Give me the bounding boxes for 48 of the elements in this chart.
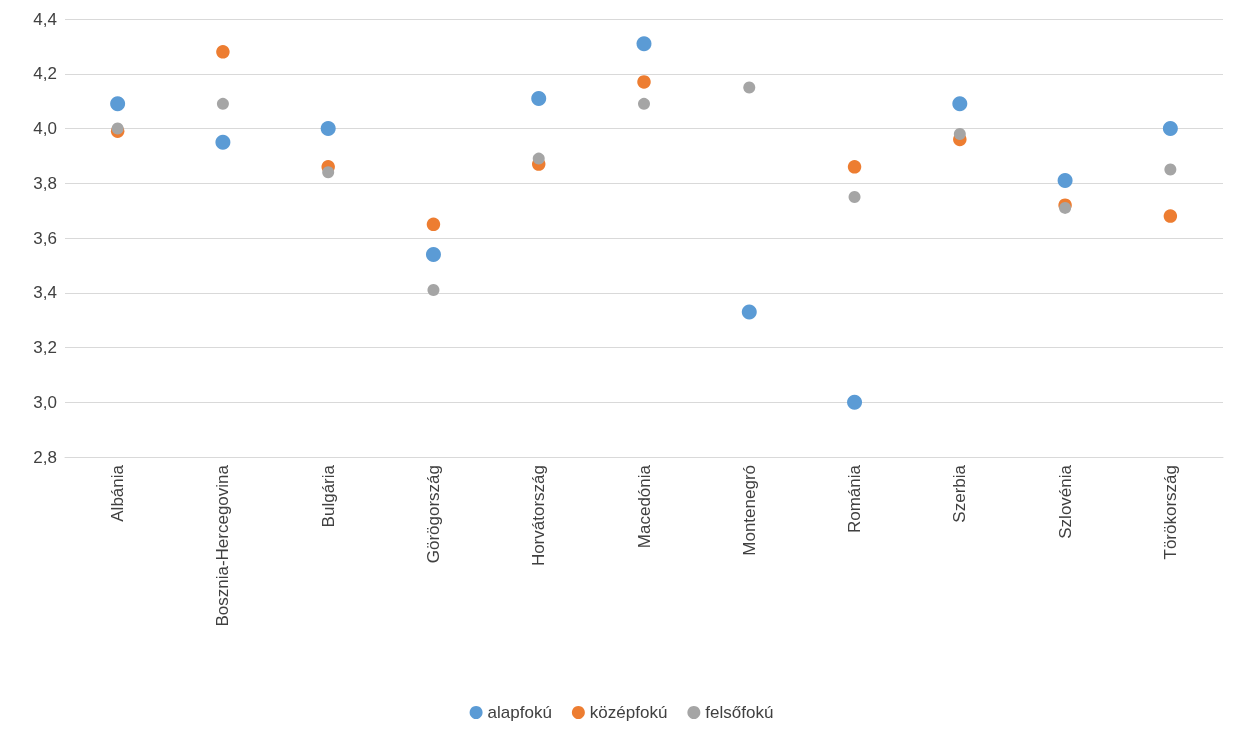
point [215,134,231,150]
y-tick-label: 4,0 [33,119,57,138]
x-tick-label: Bulgária [318,464,338,528]
x-tick-label: Albánia [108,464,128,522]
y-tick-label: 3,2 [33,338,57,357]
y-tick-label: 3,0 [33,392,57,412]
point [532,152,545,165]
point [1164,163,1177,176]
point [216,45,230,59]
point [1163,209,1178,223]
point [425,246,441,262]
point [322,166,335,179]
x-tick-label: Törökország [1160,465,1180,560]
x-tick-label: Bosznia-Hercegovina [213,464,233,627]
point [743,81,756,94]
point [953,127,966,140]
point [427,284,440,297]
y-tick-label: 4,2 [33,64,57,84]
y-tick-label: 3,4 [33,283,57,303]
point [216,97,229,110]
x-tick-label: Románia [845,464,865,534]
legend-label: középfokú [589,703,668,722]
point [636,36,652,52]
point [426,217,441,232]
point [638,97,650,110]
point [1162,121,1178,136]
point [1057,173,1073,189]
x-tick-label: Szerbia [950,464,970,523]
point [848,190,861,203]
point [847,160,862,174]
x-tick-label: Görögország [423,465,443,564]
point [741,304,757,320]
legend-label: felsőfokú [705,703,774,722]
point [531,90,547,106]
x-tick-label: Montenegró [739,465,759,556]
point [110,96,126,112]
point [847,394,863,410]
y-tick-label: 3,6 [33,228,57,248]
x-tick-label: Macedónia [634,464,654,549]
point [637,75,651,89]
x-tick-label: Szlovénia [1055,464,1075,539]
y-tick-label: 2,8 [33,447,57,467]
legend-label: alapfokú [487,703,552,722]
x-tick-label: Horvátország [529,465,549,567]
point [320,121,336,136]
y-tick-label: 4,4 [33,9,57,29]
y-tick-label: 3,8 [33,173,57,193]
point [952,96,968,112]
